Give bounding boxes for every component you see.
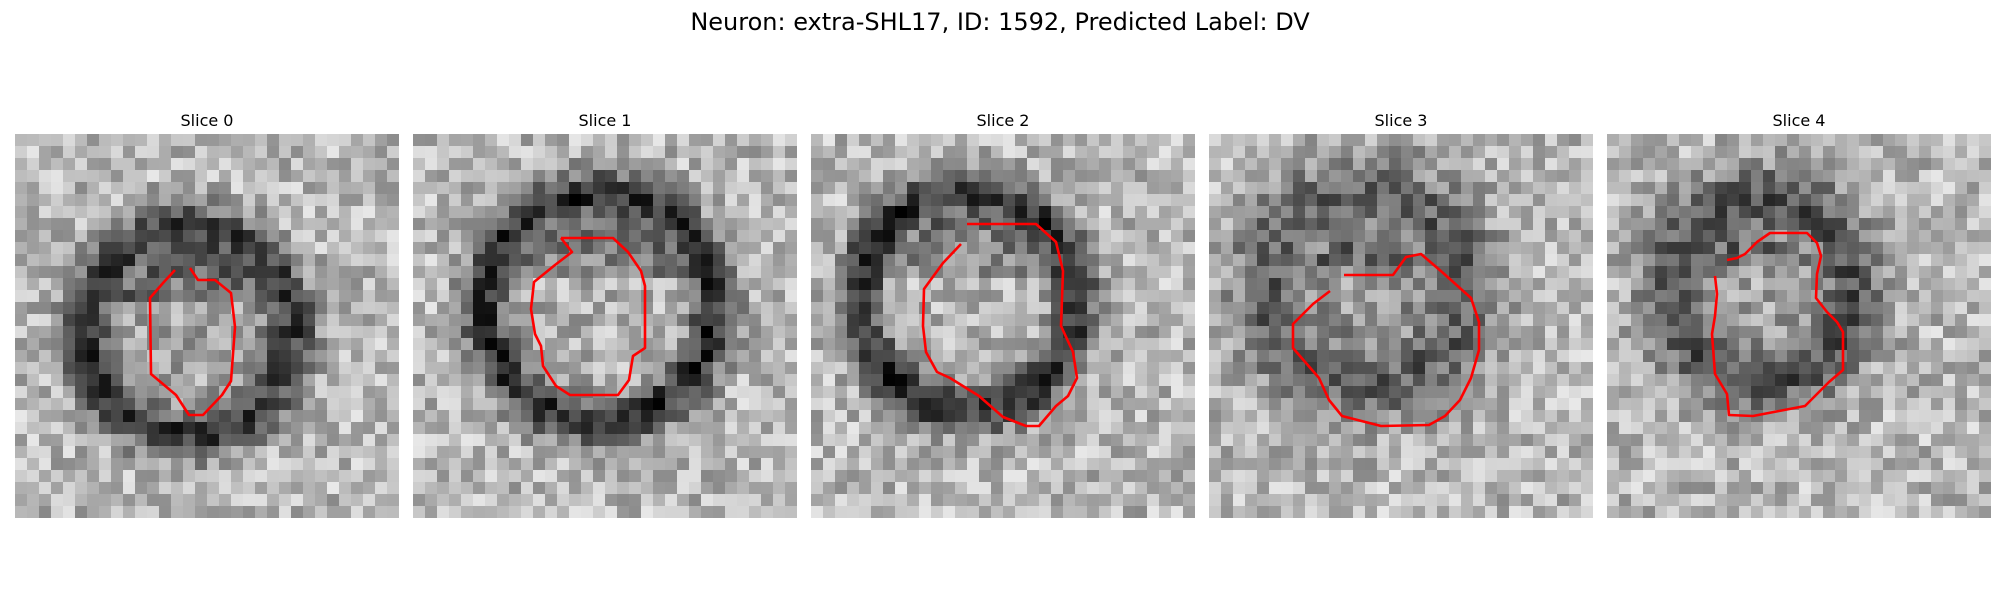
slice-title-2: Slice 2 (976, 111, 1030, 130)
slice-title-3: Slice 3 (1374, 111, 1428, 130)
roi-contour-svg-2 (921, 222, 1079, 428)
slice-panel-4: Slice 4 (1607, 110, 1991, 518)
slice-panel-1: Slice 1 (413, 110, 797, 518)
slice-pixels-4 (1607, 134, 1991, 518)
slice-image-4 (1607, 134, 1991, 518)
roi-contour-0 (148, 267, 237, 417)
roi-contour-svg-0 (148, 267, 237, 417)
slice-pixels-1 (413, 134, 797, 518)
slice-title-1: Slice 1 (578, 111, 632, 130)
roi-contour-svg-4 (1710, 231, 1845, 418)
slice-panel-3: Slice 3 (1209, 110, 1593, 518)
roi-contour-1 (529, 236, 647, 397)
slice-image-2 (811, 134, 1195, 518)
slice-title-0: Slice 0 (180, 111, 234, 130)
slice-panel-0: Slice 0 (15, 110, 399, 518)
slice-pixels-0 (15, 134, 399, 518)
slice-title-4: Slice 4 (1772, 111, 1826, 130)
slice-image-1 (413, 134, 797, 518)
slice-panel-2: Slice 2 (811, 110, 1195, 518)
slice-image-3 (1209, 134, 1593, 518)
roi-contour-4 (1710, 231, 1845, 418)
figure-title: Neuron: extra-SHL17, ID: 1592, Predicted… (690, 8, 1310, 36)
roi-contour-3 (1291, 252, 1481, 428)
roi-contour-svg-1 (529, 236, 647, 397)
slice-pixels-3 (1209, 134, 1593, 518)
roi-contour-svg-3 (1291, 252, 1481, 428)
slice-image-0 (15, 134, 399, 518)
roi-contour-2 (921, 222, 1079, 428)
slice-pixels-2 (811, 134, 1195, 518)
